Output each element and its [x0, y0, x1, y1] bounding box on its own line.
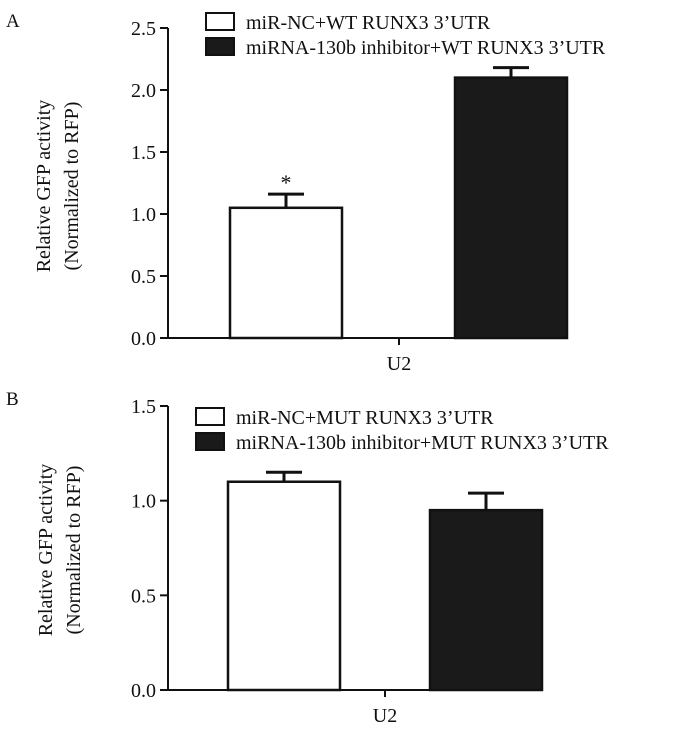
- panel-b-y-tick-label: 0.0: [131, 680, 156, 702]
- panel-a-legend-label-2: miRNA-130b inhibitor+WT RUNX3 3’UTR: [246, 37, 606, 59]
- panel-a-y-tick-label: 1.0: [131, 204, 156, 226]
- panel-a-bar-2: [453, 76, 569, 340]
- panel-b-bar-1: [226, 480, 342, 692]
- panel-a-bar-1: [228, 206, 344, 340]
- panel-b-legend-swatch-1: [195, 407, 225, 426]
- panel-b-legend-swatch-2: [195, 432, 225, 451]
- panel-b-label: B: [6, 389, 19, 410]
- panel-b-x-tick-label: U2: [373, 705, 397, 727]
- panel-a-y-tick-label: 2.5: [131, 18, 156, 40]
- panel-b-y-axis-label-line-1: Relative GFP activity: [35, 464, 57, 637]
- panel-a-legend-swatch-2: [205, 37, 235, 56]
- panel-a-label: A: [6, 11, 20, 32]
- panel-a-y-axis-label-line-2: (Normalized to RFP): [61, 102, 83, 271]
- panel-a-legend-label-1: miR-NC+WT RUNX3 3’UTR: [246, 12, 491, 34]
- panel-b-bar-2: [428, 508, 544, 692]
- panel-a-y-tick-label: 1.5: [131, 142, 156, 164]
- panel-b-y-tick-label: 0.5: [131, 585, 156, 607]
- panel-a-legend-swatch-1: [205, 12, 235, 31]
- panel-a-y-tick-label: 2.0: [131, 80, 156, 102]
- panel-b-y-tick-label: 1.0: [131, 491, 156, 513]
- panel-a-y-tick-label: 0.0: [131, 328, 156, 350]
- panel-a-significance-mark: *: [281, 170, 292, 195]
- panel-a: A 0.0 0.5 1.0 1.5 2.0 2.5 Relative GFP activity…: [6, 11, 606, 375]
- panel-b-y-tick-label: 1.5: [131, 396, 156, 418]
- panel-b-y-axis-label-line-2: (Normalized to RFP): [63, 466, 85, 635]
- panel-a-y-axis-label-line-1: Relative GFP activity: [33, 100, 55, 273]
- panel-a-x-tick-label: U2: [387, 353, 411, 375]
- panel-b-legend-label-1: miR-NC+MUT RUNX3 3’UTR: [236, 407, 494, 429]
- panel-a-y-tick-label: 0.5: [131, 266, 156, 288]
- panel-b: B 0.0 0.5 1.0 1.5 Relative GFP activity (Norma…: [6, 389, 609, 727]
- panel-b-legend-label-2: miRNA-130b inhibitor+MUT RUNX3 3’UTR: [236, 432, 609, 454]
